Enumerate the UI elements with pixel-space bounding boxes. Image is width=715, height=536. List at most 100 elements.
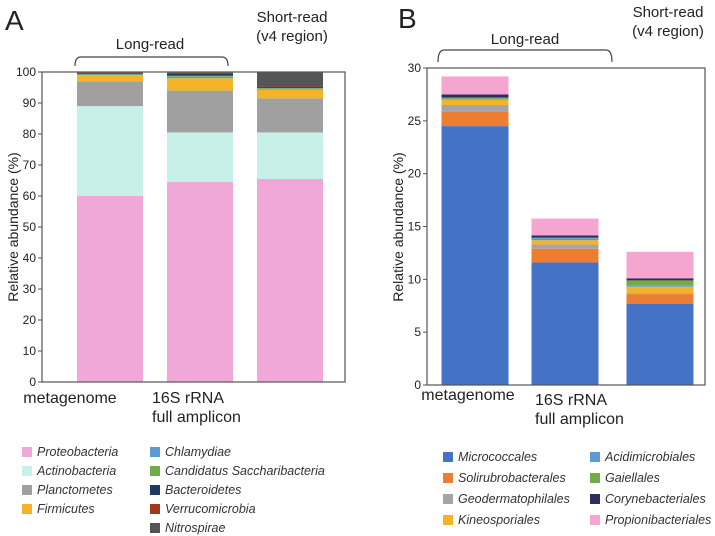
chart-a-y-tick-label: 40 [23, 251, 37, 265]
chart-b-y-axis-label: Relative abundance (%) [390, 152, 406, 301]
legend-swatch [22, 485, 32, 495]
chart-b-short-read-label: Short-read [633, 4, 704, 21]
chart-b-legend-item: Acidimicrobiales [590, 450, 695, 464]
legend-swatch [22, 447, 32, 457]
legend-swatch [590, 473, 600, 483]
chart-b-bar-segment [626, 293, 694, 295]
chart-a-bar-segment [257, 88, 323, 89]
legend-label: Nitrospirae [165, 521, 226, 535]
chart-a-y-tick-label: 10 [23, 344, 37, 358]
chart-b-y-tick-label: 0 [414, 378, 421, 392]
chart-b-bar-segment [531, 248, 599, 263]
chart-b-bar-segment [626, 285, 694, 287]
chart-a-y-tick-label: 20 [23, 313, 37, 327]
chart-b-bar-segment [531, 237, 599, 239]
chart-a-bar-segment [77, 196, 143, 382]
legend-label: Verrucomicrobia [165, 502, 256, 516]
chart-a-bar-segment [167, 90, 233, 133]
legend-swatch [150, 523, 160, 533]
chart-b-bar-segment [441, 126, 509, 385]
chart-a-long-read-bracket [74, 56, 229, 67]
legend-swatch [22, 504, 32, 514]
chart-a-legend-item: Planctometes [22, 483, 113, 497]
chart-b-legend-item: Corynebacteriales [590, 492, 706, 506]
legend-label: Kineosporiales [458, 513, 540, 527]
chart-b-bar-segment [441, 76, 509, 95]
legend-label: Gaiellales [605, 471, 660, 485]
legend-label: Corynebacteriales [605, 492, 706, 506]
chart-b-bar-segment [531, 218, 599, 236]
chart-a-legend-item: Candidatus Saccharibacteria [150, 464, 325, 478]
chart-a-legend-item: Verrucomicrobia [150, 502, 256, 516]
chart-a-legend-item: Firmicutes [22, 502, 95, 516]
chart-b-y-tick-label: 20 [408, 167, 422, 181]
legend-label: Micrococcales [458, 450, 538, 464]
legend-swatch [150, 447, 160, 457]
chart-b-legend-item: Propionibacteriales [590, 513, 711, 527]
legend-label: Bacteroidetes [165, 483, 242, 497]
chart-b-legend-item: Gaiellales [590, 471, 660, 485]
chart-b-category-label: 16S rRNA [535, 392, 607, 409]
chart-a-category-label: 16S rRNA [152, 390, 224, 407]
chart-b-bar-segment [531, 240, 599, 245]
chart-a-short-read-label: (v4 region) [256, 28, 328, 45]
legend-label: Chlamydiae [165, 445, 232, 459]
chart-b-bar-segment [531, 262, 599, 385]
legend-swatch [150, 466, 160, 476]
legend-label: Acidimicrobiales [605, 450, 696, 464]
legend-swatch [22, 466, 32, 476]
chart-a-y-tick-label: 30 [23, 282, 37, 296]
chart-a-bar-segment [257, 87, 323, 89]
chart-a-bar-segment [77, 72, 143, 74]
chart-b-legend-item: Micrococcales [443, 450, 537, 464]
chart-a-bar-segment [167, 182, 233, 382]
chart-a-y-tick-label: 0 [29, 375, 36, 389]
legend-label: Geodermatophilales [458, 492, 570, 506]
chart-b-bar-segment [531, 238, 599, 241]
legend-swatch [590, 452, 600, 462]
chart-a-category-label: metagenome [23, 390, 116, 407]
chart-a-bar-segment [77, 72, 143, 74]
chart-a-bar-segment [257, 86, 323, 88]
legend-label: Solirubrobacterales [458, 471, 566, 485]
chart-b-long-read-bracket [437, 49, 613, 63]
chart-a-y-tick-label: 100 [16, 65, 36, 79]
legend-label: Proteobacteria [37, 445, 119, 459]
chart-b-bar-segment [626, 303, 694, 385]
chart-a-legend-item: Chlamydiae [150, 445, 231, 459]
chart-a-legend-item: Proteobacteria [22, 445, 118, 459]
chart-a-y-axis-label: Relative abundance (%) [5, 152, 21, 301]
chart-b-category-label: metagenome [421, 387, 514, 404]
chart-b-bar-segment [441, 104, 509, 112]
chart-a-short-read-label: Short-read [257, 9, 328, 26]
chart-b-bar-segment [626, 278, 694, 281]
chart-a-bar-segment [77, 106, 143, 196]
chart-a-bar-segment [167, 72, 233, 74]
chart-b-bar-segment [626, 280, 694, 286]
chart-a-bar-segment [77, 81, 143, 107]
legend-swatch [590, 515, 600, 525]
legend-swatch [150, 485, 160, 495]
chart-b-bar-segment [441, 111, 509, 127]
chart-b-bar-segment [441, 98, 509, 100]
chart-a-bar-segment [257, 98, 323, 133]
chart-b-y-tick-label: 25 [408, 114, 422, 128]
chart-a-legend-item: Bacteroidetes [150, 483, 241, 497]
chart-b-bar-segment [441, 97, 509, 99]
chart-a-legend-item: Actinobacteria [22, 464, 116, 478]
chart-b-y-tick-label: 15 [408, 220, 422, 234]
chart-b-y-tick-label: 5 [414, 325, 421, 339]
chart-b-legend-item: Solirubrobacterales [443, 471, 566, 485]
chart-b-legend-item: Kineosporiales [443, 513, 540, 527]
chart-b-bar-segment [626, 286, 694, 294]
chart-a-bar-segment [257, 178, 323, 382]
chart-b-y-tick-label: 30 [408, 61, 422, 75]
chart-b-category-label: full amplicon [535, 411, 624, 428]
chart-a-y-tick-label: 90 [23, 96, 37, 110]
legend-swatch [443, 452, 453, 462]
legend-label: Propionibacteriales [605, 513, 712, 527]
legend-label: Firmicutes [37, 502, 95, 516]
chart-a-bar-segment [77, 75, 143, 82]
